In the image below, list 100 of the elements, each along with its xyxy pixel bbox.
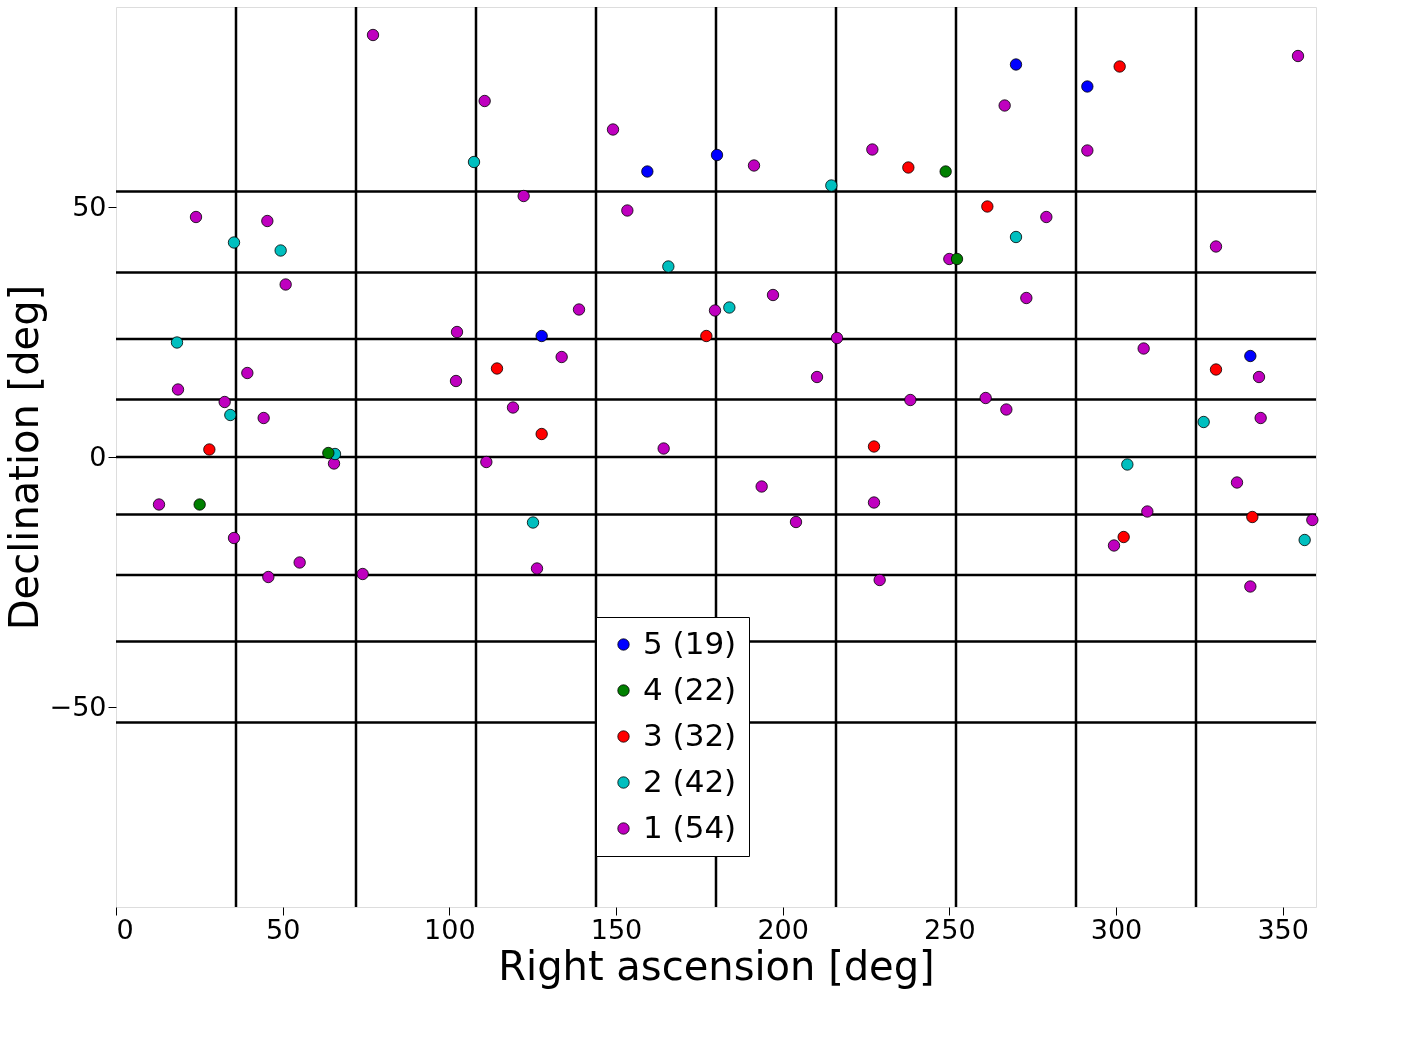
point — [1020, 291, 1033, 305]
y-tick-label: −50 — [49, 690, 107, 722]
x-tick-label: 200 — [757, 913, 809, 945]
point — [227, 531, 241, 545]
point — [203, 443, 216, 456]
y-axis-title: Declination [deg] — [0, 284, 47, 631]
point — [1081, 80, 1094, 93]
legend-label: 1 (54) — [643, 808, 737, 845]
point — [606, 123, 620, 136]
point — [1117, 530, 1130, 544]
point — [755, 480, 768, 493]
y-tick-label: 0 — [89, 440, 107, 472]
point — [723, 301, 736, 314]
x-tick-label: 50 — [265, 913, 301, 945]
point — [1009, 58, 1023, 71]
x-tick-label: 350 — [1257, 913, 1309, 945]
x-tick-label: 250 — [924, 913, 976, 945]
point — [710, 148, 724, 162]
point — [322, 446, 335, 460]
y-tick-label: 50 — [72, 190, 107, 222]
point — [1009, 230, 1023, 244]
point — [1246, 510, 1259, 524]
point — [224, 408, 237, 422]
point — [467, 155, 481, 169]
x-axis-title: Right ascension [deg] — [498, 942, 935, 989]
legend-label: 3 (32) — [643, 716, 737, 753]
x-tick-label: 100 — [424, 913, 476, 945]
legend-label: 4 (22) — [643, 670, 737, 707]
x-tick-label: 150 — [590, 913, 643, 945]
point — [902, 161, 915, 174]
point — [1197, 415, 1210, 429]
point — [641, 165, 654, 178]
point — [450, 325, 464, 339]
point — [1298, 533, 1311, 547]
point — [981, 200, 994, 213]
point — [555, 350, 568, 364]
point — [480, 455, 493, 469]
point — [572, 303, 586, 316]
point — [227, 236, 241, 249]
point — [1137, 342, 1150, 355]
point — [1244, 580, 1257, 593]
legend-label: 2 (42) — [643, 762, 737, 799]
point — [530, 562, 544, 575]
point — [1306, 513, 1319, 527]
point — [262, 570, 275, 584]
point — [867, 440, 881, 453]
point — [193, 498, 206, 511]
point — [621, 204, 634, 217]
point — [506, 401, 520, 414]
point — [766, 288, 780, 302]
point — [490, 362, 504, 375]
point — [241, 366, 254, 380]
point — [535, 329, 548, 343]
x-tick-label: 0 — [116, 913, 134, 945]
legend-label: 5 (19) — [643, 624, 737, 661]
point — [1107, 539, 1121, 552]
point — [152, 498, 166, 511]
point — [526, 516, 540, 529]
point — [257, 411, 270, 425]
point — [830, 331, 844, 345]
point — [1081, 144, 1094, 157]
point — [1230, 476, 1244, 489]
point — [1209, 363, 1223, 376]
point — [747, 159, 761, 172]
point — [1141, 505, 1154, 518]
point — [939, 165, 952, 178]
point — [366, 28, 380, 42]
point — [218, 395, 231, 409]
point — [662, 260, 675, 273]
point — [825, 179, 838, 192]
point — [327, 457, 341, 470]
point — [1209, 240, 1223, 253]
point — [1252, 370, 1266, 384]
point — [1254, 411, 1267, 425]
point — [449, 374, 463, 388]
point — [279, 278, 292, 291]
point — [1121, 458, 1134, 471]
point — [810, 370, 824, 384]
point — [1040, 210, 1053, 224]
point — [478, 94, 491, 108]
point — [517, 189, 530, 203]
point — [293, 556, 306, 569]
point — [867, 496, 881, 509]
point — [1113, 60, 1126, 73]
point — [950, 252, 964, 266]
point — [1244, 349, 1257, 363]
point — [873, 573, 886, 587]
x-tick-label: 300 — [1090, 913, 1143, 945]
point — [274, 244, 287, 257]
point — [789, 515, 803, 529]
point — [170, 336, 184, 349]
point — [171, 383, 185, 396]
point — [979, 391, 992, 405]
point — [261, 214, 274, 228]
point — [356, 567, 369, 581]
point — [535, 427, 548, 441]
point — [189, 210, 203, 224]
point — [998, 99, 1011, 112]
point — [657, 442, 670, 455]
point — [1000, 403, 1013, 416]
